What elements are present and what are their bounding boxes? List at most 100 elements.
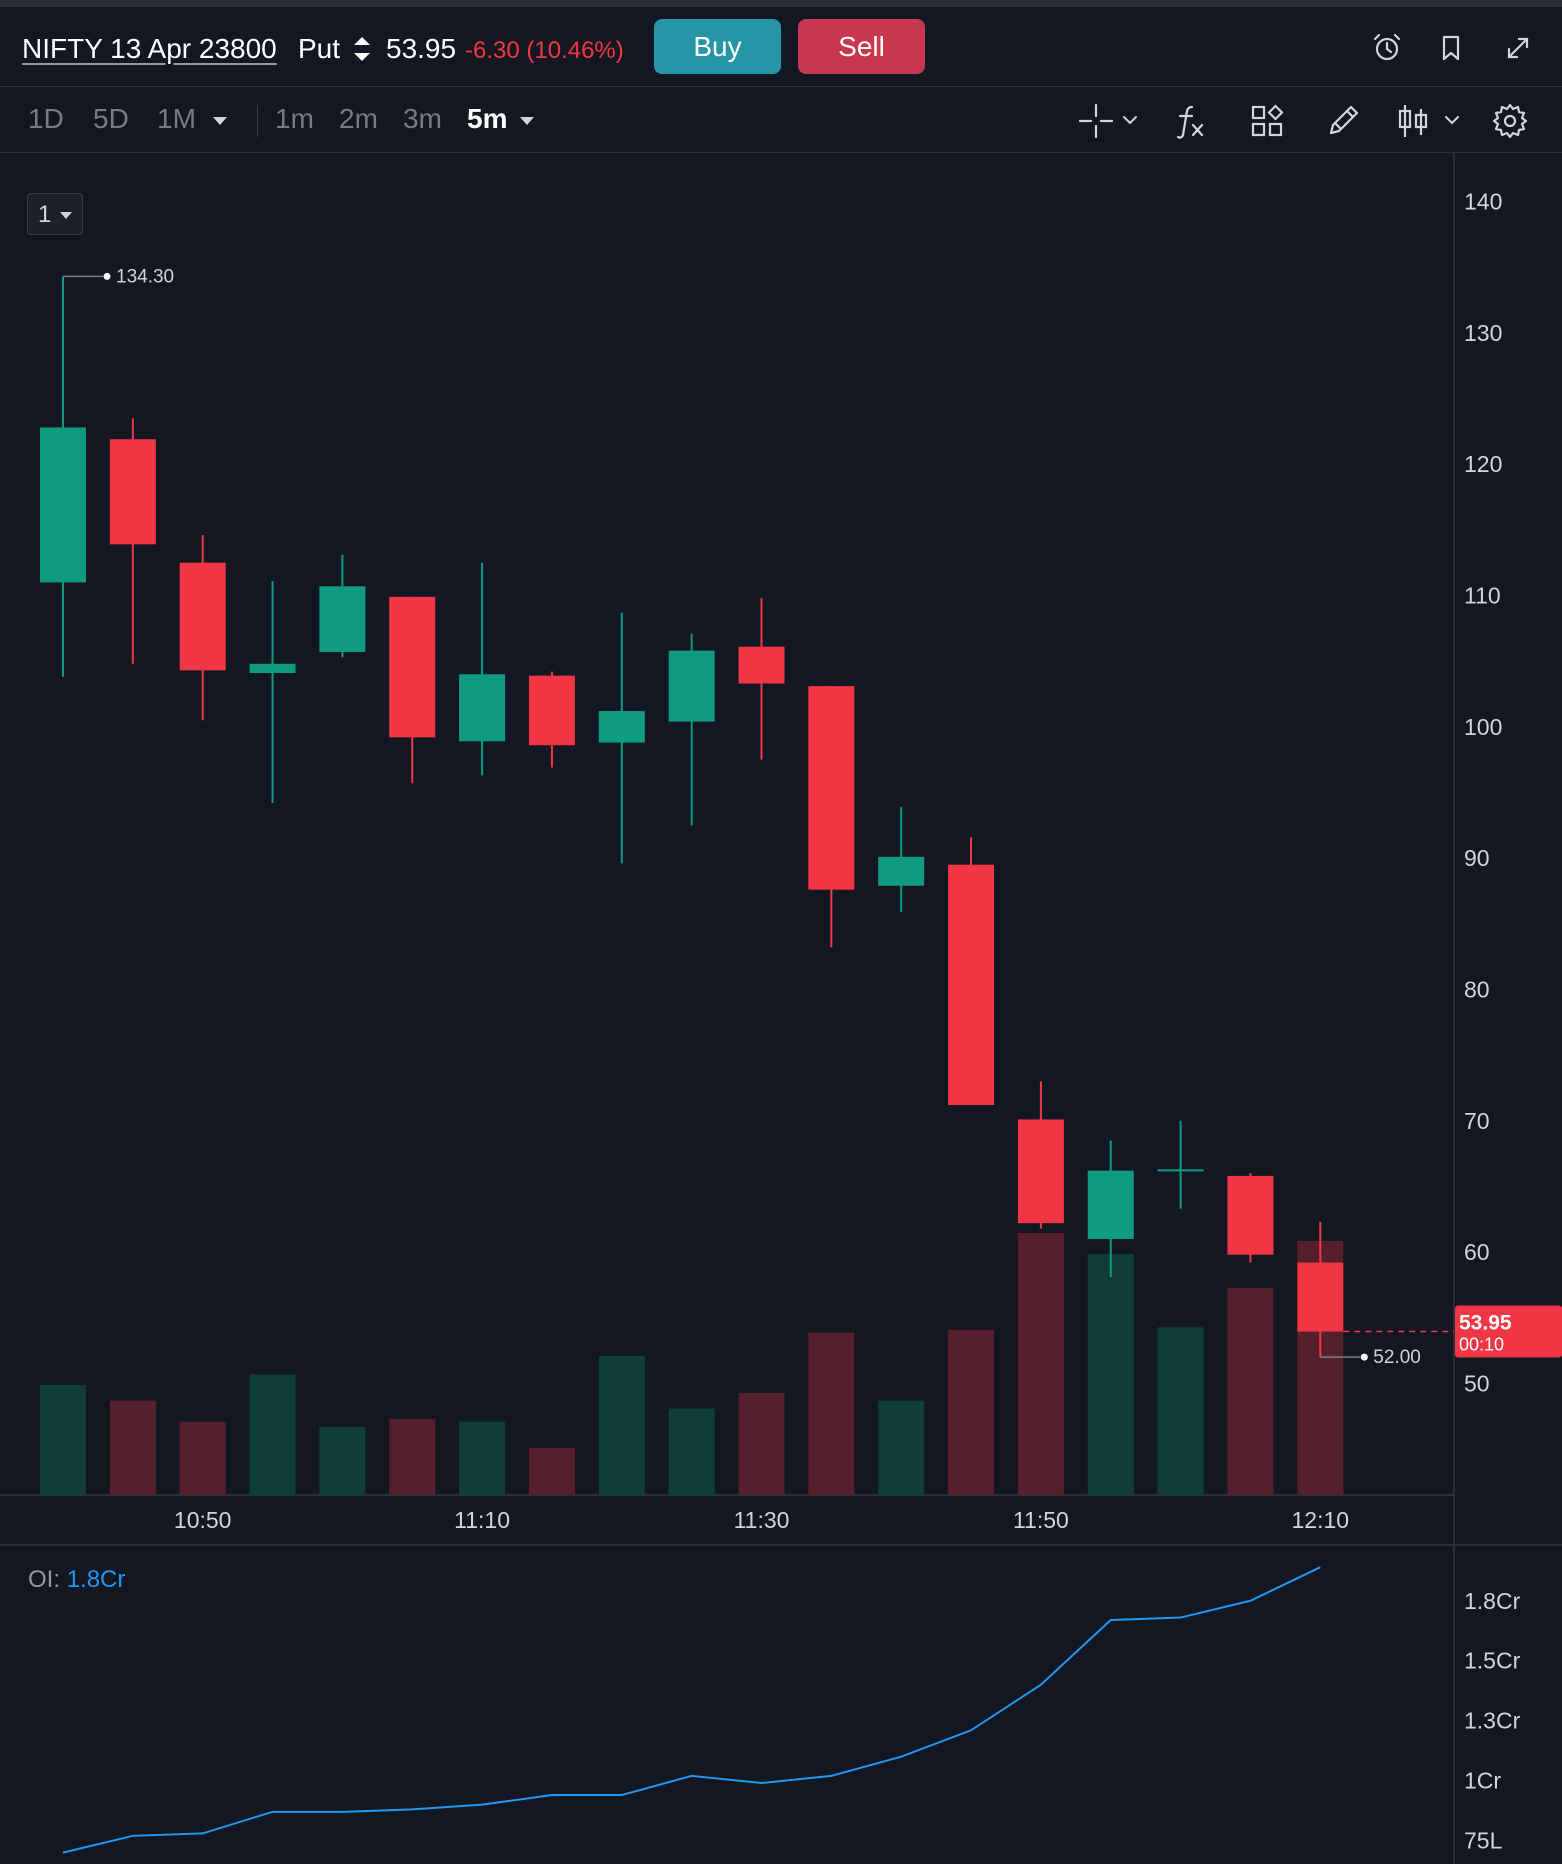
time-tick-label: 10:50 [174,1507,232,1533]
volume-bar [459,1421,506,1495]
buy-button[interactable]: Buy [654,19,781,74]
pane-selector-value: 1 [38,201,52,228]
templates-icon[interactable] [1247,101,1287,141]
price-tick-label: 110 [1464,583,1501,609]
price-tick-label: 60 [1464,1239,1490,1265]
time-tick-label: 11:30 [734,1507,790,1533]
candle-body [40,427,86,583]
crosshair-icon[interactable] [1076,101,1116,141]
last-price-tag [1455,1305,1562,1358]
oi-legend: OI: 1.8Cr [28,1566,125,1594]
volume-bar [109,1400,156,1495]
oi-tick-label: 1.5Cr [1464,1648,1521,1674]
timeframe-3m[interactable]: 3m [403,103,442,134]
crosshair-chevron-icon[interactable] [1121,111,1139,129]
time-tick-label: 11:10 [454,1507,510,1533]
oi-tick-label: 75L [1464,1828,1503,1854]
candle-body [1017,1119,1064,1224]
candle-body [528,675,575,746]
toolbar-divider [257,105,258,137]
candle-body [459,674,506,742]
volume-bar [808,1332,855,1495]
oi-tick-label: 1Cr [1464,1768,1501,1794]
candle-body [249,663,296,673]
toolbar: 1D 5D 1M 1m 2m 3m 5m [0,87,1562,153]
oi-tick-label: 1.8Cr [1464,1588,1521,1614]
low-marker-dot [1360,1353,1368,1361]
chart-type-icon[interactable] [1393,101,1433,141]
volume-bar [528,1447,575,1495]
oi-line [62,1566,1321,1854]
volume-bar [598,1356,645,1495]
candle-body [878,856,925,886]
price-tick-label: 90 [1464,845,1490,871]
price-tick-label: 50 [1464,1370,1490,1396]
candle-body [1227,1175,1274,1255]
draw-icon[interactable] [1323,101,1363,141]
sell-button[interactable]: Sell [798,19,925,74]
low-marker-label: 52.00 [1373,1347,1421,1368]
settings-icon[interactable] [1490,101,1530,141]
range-dropdown-caret-icon[interactable] [213,117,227,125]
option-type[interactable]: Put [298,33,341,64]
pane-selector[interactable]: 1 [27,193,83,235]
volume-bar [668,1408,715,1495]
volume-bar [878,1400,925,1495]
volume-bar [319,1426,366,1495]
candle-body [808,686,855,890]
last-price: 53.95 [386,33,457,64]
timeframe-5d[interactable]: 5D [93,103,129,134]
fullscreen-icon[interactable] [1501,31,1535,65]
candle-body [109,439,156,545]
last-price-tag-value: 53.95 [1459,1312,1512,1335]
timeframe-5m[interactable]: 5m [467,103,508,134]
candle-body [1297,1262,1344,1332]
price-tick-label: 80 [1464,976,1490,1002]
price-tick-label: 120 [1464,451,1502,477]
volume-bar [1227,1288,1274,1495]
volume-bar [40,1384,86,1495]
high-marker-dot [103,272,111,280]
candle-body [179,562,226,671]
candle-body [948,864,995,1106]
oi-tick-label: 1.3Cr [1464,1708,1521,1734]
countdown-label: 00:10 [1459,1335,1504,1355]
volume-bar [249,1374,296,1495]
timeframe-1d[interactable]: 1D [28,103,64,134]
oi-legend-value: 1.8Cr [66,1566,126,1593]
top-border [0,0,1562,7]
timeframe-1m-range[interactable]: 1M [157,103,196,134]
timeframe-2m[interactable]: 2m [339,103,378,134]
price-tick-label: 70 [1464,1108,1490,1134]
candle-body [738,646,785,684]
chart-type-chevron-icon[interactable] [1443,111,1461,129]
candle-body [598,711,645,743]
volume-bar [389,1419,436,1495]
candle-body [1157,1169,1204,1172]
time-tick-label: 11:50 [1013,1507,1069,1533]
header-bar: NIFTY 13 Apr 23800 Put 53.95 -6.30 (10.4… [0,7,1562,87]
price-tick-label: 130 [1464,320,1502,346]
candle-body [1087,1170,1134,1239]
option-type-toggle-icon[interactable] [350,32,374,66]
interval-dropdown-caret-icon[interactable] [520,117,534,125]
timeframe-1m[interactable]: 1m [275,103,314,134]
alarm-icon[interactable] [1370,31,1404,65]
oi-legend-label: OI: [28,1566,61,1593]
volume-bar [948,1329,995,1495]
candle-body [319,586,366,652]
high-marker-label: 134.30 [116,266,174,287]
pane-selector-caret-icon [60,212,72,219]
time-tick-label: 12:10 [1292,1507,1350,1533]
price-tick-label: 140 [1464,189,1502,215]
bookmark-icon[interactable] [1434,31,1468,65]
candle-body [668,650,715,722]
volume-bar [1157,1327,1204,1495]
function-icon[interactable] [1170,101,1210,141]
candle-body [389,596,436,738]
price-tick-label: 100 [1464,714,1502,740]
volume-bar [1017,1233,1064,1495]
volume-bar [738,1392,785,1495]
symbol-name[interactable]: NIFTY 13 Apr 23800 [22,33,277,64]
